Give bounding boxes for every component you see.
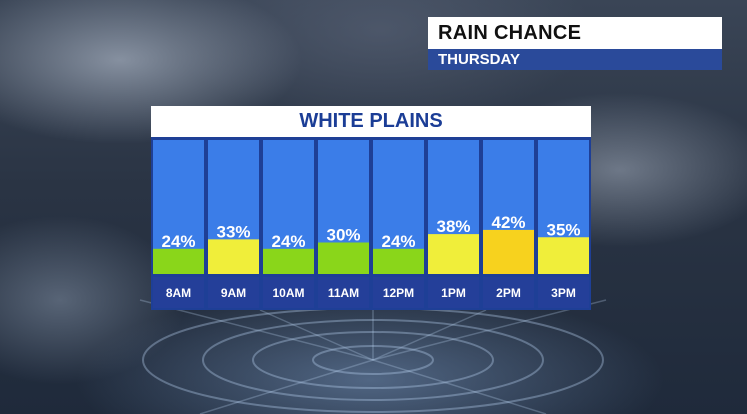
time-tick-label: 3PM — [551, 286, 576, 300]
time-label-cell — [208, 277, 259, 308]
bar-value-label: 42% — [491, 213, 525, 232]
graphic-subtitle-day: THURSDAY — [428, 49, 722, 70]
bar-value-label: 35% — [546, 220, 580, 239]
time-tick-label: 9AM — [221, 286, 246, 300]
rain-chance-bar — [318, 242, 369, 274]
rain-chance-bar — [428, 234, 479, 274]
rain-chance-bar — [373, 248, 424, 274]
rain-chance-panel: WHITE PLAINS 24% 8AM 33% 9AM 24% 10AM 30% 11AM 2… — [151, 106, 591, 310]
rain-chance-bar — [483, 229, 534, 274]
time-tick-label: 11AM — [328, 286, 359, 300]
time-tick-label: 12PM — [383, 286, 414, 300]
title-box: RAIN CHANCE THURSDAY — [428, 17, 722, 70]
time-tick-label: 8AM — [166, 286, 191, 300]
rain-chance-bar — [538, 237, 589, 274]
rain-chance-bar — [153, 248, 204, 274]
bar-value-label: 33% — [216, 222, 250, 241]
bar-value-label: 30% — [326, 226, 360, 245]
time-label-cell — [263, 277, 314, 308]
bar-value-label: 24% — [161, 232, 195, 251]
bar-value-label: 38% — [436, 217, 470, 236]
time-label-cell — [153, 277, 204, 308]
time-label-cell — [483, 277, 534, 308]
rain-chance-bar — [208, 239, 259, 274]
time-label-cell — [373, 277, 424, 308]
time-tick-label: 2PM — [496, 286, 521, 300]
bar-value-label: 24% — [381, 232, 415, 251]
rain-chance-bar — [263, 248, 314, 274]
time-tick-label: 10AM — [272, 286, 304, 300]
bar-value-label: 24% — [271, 232, 305, 251]
time-label-cell — [538, 277, 589, 308]
location-header: WHITE PLAINS — [151, 106, 591, 137]
time-label-cell — [428, 277, 479, 308]
time-label-cell — [318, 277, 369, 308]
hourly-rain-chart: 24% 8AM 33% 9AM 24% 10AM 30% 11AM 24% 12PM 38% 1PM 4… — [153, 140, 589, 308]
graphic-title: RAIN CHANCE — [428, 17, 722, 49]
time-tick-label: 1PM — [441, 286, 466, 300]
